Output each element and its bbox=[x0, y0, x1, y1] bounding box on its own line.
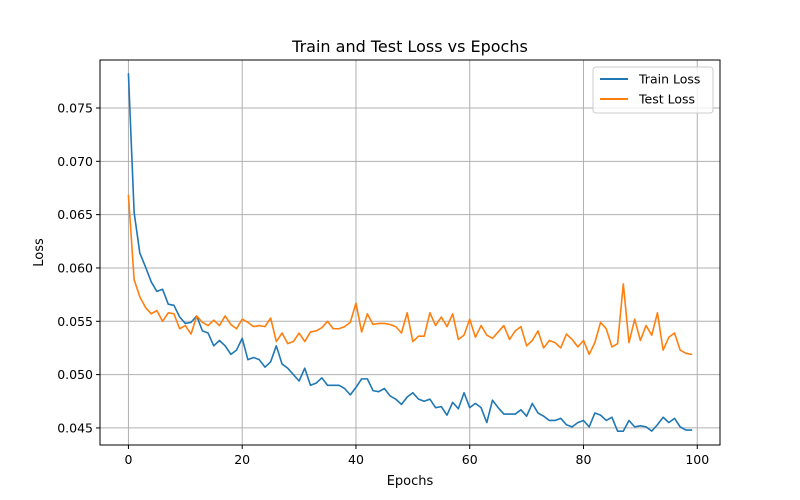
y-tick-label: 0.065 bbox=[57, 207, 93, 222]
x-tick-label: 100 bbox=[685, 452, 709, 467]
x-tick-label: 40 bbox=[348, 452, 364, 467]
y-tick-label: 0.055 bbox=[57, 314, 93, 329]
chart-title: Train and Test Loss vs Epochs bbox=[291, 37, 528, 56]
x-tick-label: 60 bbox=[462, 452, 478, 467]
plot-frame bbox=[99, 59, 721, 446]
legend-label-train: Train Loss bbox=[638, 72, 700, 87]
legend: Train Loss Test Loss bbox=[592, 66, 714, 114]
plot-lines bbox=[127, 73, 693, 432]
y-tick-label: 0.070 bbox=[57, 154, 93, 169]
axis-ticks: 0 20 40 60 80 100 0.045 0.050 0.055 0.060 0.065 0.0… bbox=[57, 100, 709, 467]
x-tick-label: 20 bbox=[234, 452, 250, 467]
train-loss-line bbox=[127, 73, 693, 432]
y-tick-label: 0.075 bbox=[57, 100, 93, 115]
y-tick-label: 0.060 bbox=[57, 260, 93, 275]
legend-label-test: Test Loss bbox=[638, 92, 695, 107]
grid bbox=[100, 60, 720, 445]
x-tick-label: 80 bbox=[576, 452, 592, 467]
y-tick-label: 0.045 bbox=[57, 420, 93, 435]
y-axis-label: Loss bbox=[32, 238, 47, 267]
y-tick-label: 0.050 bbox=[57, 367, 93, 382]
x-axis-label: Epochs bbox=[387, 474, 434, 489]
x-tick-label: 0 bbox=[124, 452, 132, 467]
test-loss-line bbox=[127, 194, 693, 356]
